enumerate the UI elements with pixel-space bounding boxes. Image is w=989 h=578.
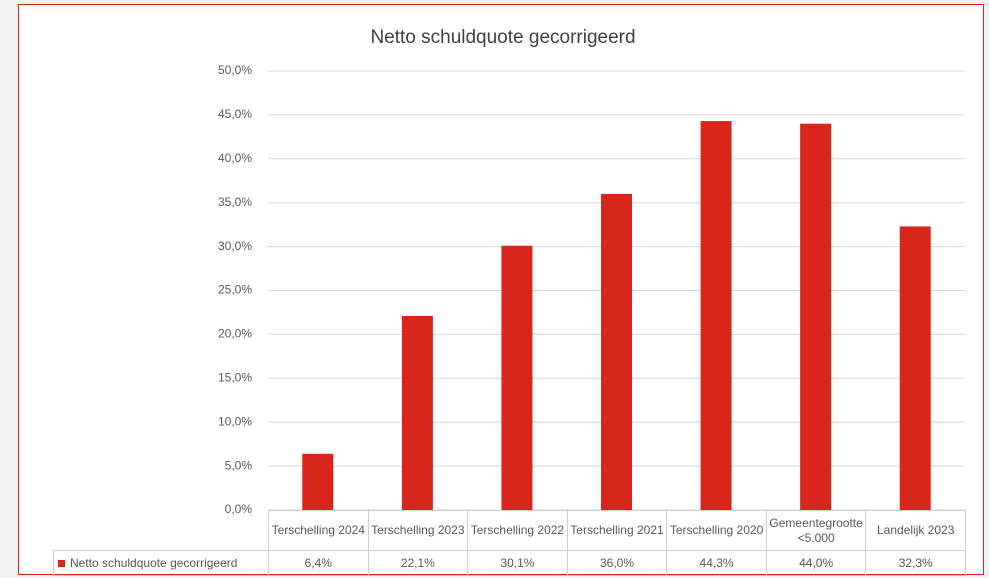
y-tick-label: 20,0% [218, 327, 252, 341]
bar [601, 193, 632, 511]
bar [302, 453, 334, 510]
x-tick-label: Terschelling 2021 [566, 510, 668, 551]
y-tick-label: 40,0% [218, 151, 252, 165]
y-tick-label: 50,0% [218, 63, 252, 77]
value-cell: 44,3% [666, 550, 767, 576]
bar [899, 226, 931, 510]
x-tick-label: Landelijk 2023 [865, 510, 966, 551]
value-cell: 36,0% [566, 550, 668, 576]
value-cell: 32,3% [865, 550, 966, 576]
x-tick-label: Terschelling 2023 [367, 510, 469, 551]
y-tick-label: 30,0% [218, 239, 252, 253]
chart-title: Netto schuldquote gecorrigeerd [370, 27, 635, 48]
y-tick-label: 25,0% [218, 283, 252, 297]
value-cell: 30,1% [467, 550, 568, 576]
y-tick-label: 35,0% [218, 195, 252, 209]
x-tick-label: Terschelling 2024 [268, 510, 369, 551]
legend-label: Netto schuldquote gecorrigeerd [70, 555, 238, 570]
y-tick-label: 10,0% [218, 414, 252, 428]
x-tick-label: Terschelling 2020 [666, 510, 767, 551]
value-cell: 6,4% [268, 550, 369, 576]
bar [501, 245, 533, 511]
value-cell: 44,0% [765, 550, 867, 576]
y-tick-label: 15,0% [218, 370, 252, 384]
x-tick-label: Gemeentegrootte <5.000 [765, 510, 867, 551]
bar [401, 315, 433, 510]
x-tick-label: Terschelling 2022 [467, 510, 568, 551]
value-cell: 22,1% [367, 550, 469, 576]
bar [700, 121, 732, 511]
y-tick-label: 5,0% [225, 458, 253, 472]
legend-swatch [58, 559, 65, 567]
bar [800, 123, 832, 511]
y-tick-label: 45,0% [218, 107, 252, 121]
legend-cell: Netto schuldquote gecorrigeerd [53, 550, 269, 576]
y-tick-label: 0,0% [225, 502, 253, 516]
